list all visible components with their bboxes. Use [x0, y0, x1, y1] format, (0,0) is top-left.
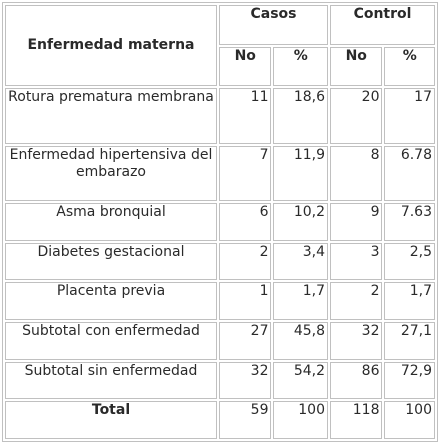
casos-pct-cell: 45,8	[273, 322, 328, 360]
row-label: Enfermedad hipertensiva del embarazo	[5, 145, 217, 202]
total-casos-no: 59	[219, 401, 272, 439]
header-row-label: Enfermedad materna	[5, 5, 217, 87]
casos-no-cell: 2	[219, 242, 272, 281]
casos-pct-cell: 11,9	[273, 145, 328, 202]
control-no-cell: 2	[330, 282, 383, 321]
casos-no-cell: 7	[219, 145, 272, 202]
row-label: Subtotal sin enfermedad	[5, 361, 217, 400]
total-control-pct: 100	[384, 401, 435, 439]
table-container: Enfermedad materna Casos Control No % No…	[2, 2, 438, 442]
table-row: Enfermedad hipertensiva del embarazo 7 1…	[5, 145, 435, 202]
table-row: Placenta previa 1 1,7 2 1,7	[5, 282, 435, 321]
total-casos-pct: 100	[273, 401, 328, 439]
casos-pct-cell: 54,2	[273, 361, 328, 400]
casos-pct-cell: 18,6	[273, 88, 328, 144]
header-control: Control	[330, 5, 435, 45]
control-pct-cell: 7.63	[384, 203, 435, 241]
casos-pct-cell: 1,7	[273, 282, 328, 321]
control-pct-cell: 27,1	[384, 322, 435, 360]
total-label: Total	[5, 401, 217, 439]
table-row: Subtotal sin enfermedad 32 54,2 86 72,9	[5, 361, 435, 400]
control-no-cell: 86	[330, 361, 383, 400]
control-pct-cell: 72,9	[384, 361, 435, 400]
control-no-cell: 9	[330, 203, 383, 241]
header-control-no: No	[330, 46, 383, 87]
header-casos-no: No	[219, 46, 272, 87]
table-row: Rotura prematura membrana 11 18,6 20 17	[5, 88, 435, 144]
casos-pct-cell: 3,4	[273, 242, 328, 281]
table-row: Diabetes gestacional 2 3,4 3 2,5	[5, 242, 435, 281]
casos-no-cell: 6	[219, 203, 272, 241]
control-no-cell: 20	[330, 88, 383, 144]
header-casos-pct: %	[273, 46, 328, 87]
maternal-disease-table: Enfermedad materna Casos Control No % No…	[2, 2, 438, 442]
header-casos: Casos	[219, 5, 328, 45]
table-row: Asma bronquial 6 10,2 9 7.63	[5, 203, 435, 241]
row-label: Subtotal con enfermedad	[5, 322, 217, 360]
casos-no-cell: 11	[219, 88, 272, 144]
total-control-no: 118	[330, 401, 383, 439]
control-no-cell: 3	[330, 242, 383, 281]
row-label: Rotura prematura membrana	[5, 88, 217, 144]
casos-no-cell: 1	[219, 282, 272, 321]
casos-no-cell: 32	[219, 361, 272, 400]
control-pct-cell: 2,5	[384, 242, 435, 281]
control-no-cell: 32	[330, 322, 383, 360]
control-pct-cell: 17	[384, 88, 435, 144]
row-label: Placenta previa	[5, 282, 217, 321]
row-label: Diabetes gestacional	[5, 242, 217, 281]
row-label: Asma bronquial	[5, 203, 217, 241]
table-row: Subtotal con enfermedad 27 45,8 32 27,1	[5, 322, 435, 360]
control-pct-cell: 6.78	[384, 145, 435, 202]
casos-no-cell: 27	[219, 322, 272, 360]
casos-pct-cell: 10,2	[273, 203, 328, 241]
total-row: Total 59 100 118 100	[5, 401, 435, 439]
control-pct-cell: 1,7	[384, 282, 435, 321]
control-no-cell: 8	[330, 145, 383, 202]
header-control-pct: %	[384, 46, 435, 87]
